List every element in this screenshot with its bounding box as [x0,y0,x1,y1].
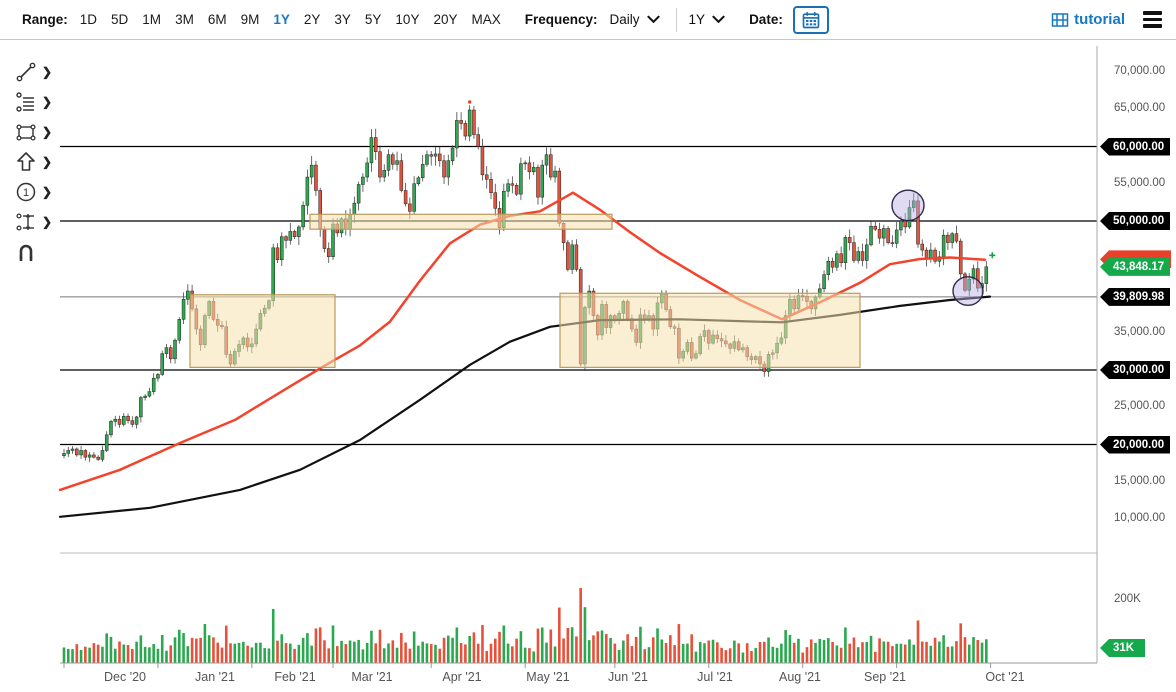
annotation-circle[interactable] [891,189,925,222]
price-axis-label: 55,000.00 [1114,176,1166,189]
duration-value: 1Y [688,12,706,27]
range-5d[interactable]: 5D [111,12,129,27]
last-price-marker [989,252,996,259]
price-line-badge: 50,000.00 [1100,212,1171,230]
month-label: Mar '21 [351,670,393,684]
range-1m[interactable]: 1M [142,12,162,27]
rectangle-shape-icon [16,124,36,141]
range-1y[interactable]: 1Y [273,12,290,27]
tool-expand-chevron[interactable]: ❯ [42,95,53,109]
range-1d[interactable]: 1D [79,12,98,27]
price-axis-label: 15,000.00 [1114,474,1166,487]
range-6m[interactable]: 6M [207,12,227,27]
candles [62,105,989,462]
svg-text:1: 1 [23,187,29,199]
month-label: Jul '21 [697,670,733,684]
range-3m[interactable]: 3M [175,12,194,27]
range-selector: 1D 5D 1M 3M 6M 9M 1Y 2Y 3Y 5Y 10Y 20Y MA… [80,12,501,27]
chart-canvas[interactable]: 70,000.00 65,000.00 55,000.00 35,000.00 25,0… [56,40,1176,692]
price-line-badge: 30,000.00 [1100,361,1171,379]
price-axis-label: 70,000.00 [1114,65,1166,77]
magnet-icon [19,244,33,261]
range-2y[interactable]: 2Y [303,12,321,27]
price-axis[interactable]: 70,000.00 65,000.00 55,000.00 35,000.00 25,0… [1100,40,1176,692]
calendar-icon [802,11,820,28]
shape-rectangle-tool[interactable]: ❯ [14,120,52,144]
month-label: Jun '21 [608,670,648,684]
month-label: Dec '20 [104,670,146,684]
duration-dropdown[interactable]: 1Y [689,12,726,27]
range-3y[interactable]: 3Y [334,12,351,27]
moving-average-fast[interactable] [58,191,987,492]
trend-line-icon [16,62,36,82]
measure-icon [16,213,34,231]
fibonacci-tool[interactable]: ❯ [14,90,52,114]
price-axis-label: 35,000.00 [1114,325,1166,338]
measure-tool[interactable]: ❯ [14,210,52,234]
tool-expand-chevron[interactable]: ❯ [42,125,53,139]
drawing-toolbar: ❯ ❯ ❯ ❯ [0,40,56,692]
date-label: Date: [749,12,783,27]
brand-name: tutorial [1074,11,1125,28]
range-9m[interactable]: 9M [240,12,260,27]
frequency-dropdown[interactable]: Daily [610,12,660,27]
tool-expand-chevron[interactable]: ❯ [42,155,53,169]
tool-expand-chevron[interactable]: ❯ [42,65,53,79]
price-axis-label: 25,000.00 [1114,400,1166,413]
frequency-label: Frequency: [524,12,598,27]
arrow-up-icon [17,152,35,171]
circled-number-icon: 1 [16,182,36,202]
fibonacci-icon [16,92,34,112]
annotation-circle[interactable] [952,276,984,306]
range-max[interactable]: MAX [471,12,501,27]
volume-bars [62,587,988,663]
top-toolbar: Range: 1D 5D 1M 3M 6M 9M 1Y 2Y 3Y 5Y 10Y… [0,0,1176,40]
date-picker-button[interactable] [792,5,829,34]
month-label: Feb '21 [274,670,316,684]
price-axis-label: 10,000.00 [1114,512,1166,524]
tool-expand-chevron[interactable]: ❯ [42,215,53,229]
magnet-tool[interactable] [14,240,38,264]
range-10y[interactable]: 10Y [395,12,420,27]
month-label: Aug '21 [778,670,821,684]
brand-logo[interactable]: tutorial [1051,11,1125,29]
month-label: Sep '21 [863,670,906,684]
annotation-box[interactable] [559,292,861,368]
arrow-marker-tool[interactable]: ❯ [14,150,52,174]
range-20y[interactable]: 20Y [433,12,458,27]
chevron-down-icon [712,15,725,24]
range-5y[interactable]: 5Y [364,12,382,27]
trend-line-tool[interactable]: ❯ [14,60,52,84]
frequency-value: Daily [609,12,640,27]
price-line-badge: 60,000.00 [1100,137,1171,156]
menu-hamburger-icon[interactable] [1141,9,1164,30]
range-label: Range: [22,12,68,27]
number-annotation-tool[interactable]: 1 ❯ [14,180,52,204]
chevron-down-icon [646,15,660,24]
price-axis-label: 65,000.00 [1114,102,1166,115]
month-label: Oct '21 [985,670,1025,684]
toolbar-divider [675,7,677,32]
candlestick-chart[interactable] [56,40,1176,692]
last-volume-badge: 31K [1100,639,1145,657]
high-marker [467,100,472,104]
price-line-badge: 20,000.00 [1100,435,1171,454]
last-price-badge: 43,848.17 [1100,257,1171,276]
annotation-box[interactable] [309,213,613,230]
annotation-box[interactable] [189,294,336,368]
month-label: Apr '21 [442,670,482,684]
time-axis[interactable]: Dec '20 Jan '21 Feb '21 Mar '21 Apr '21 May '… [56,670,1176,690]
film-icon [1051,12,1069,27]
month-label: May '21 [526,670,570,684]
price-line-badge: 39,809.98 [1100,287,1171,306]
month-label: Jan '21 [195,670,235,684]
tool-expand-chevron[interactable]: ❯ [42,185,53,199]
volume-axis-label: 200K [1114,593,1141,605]
